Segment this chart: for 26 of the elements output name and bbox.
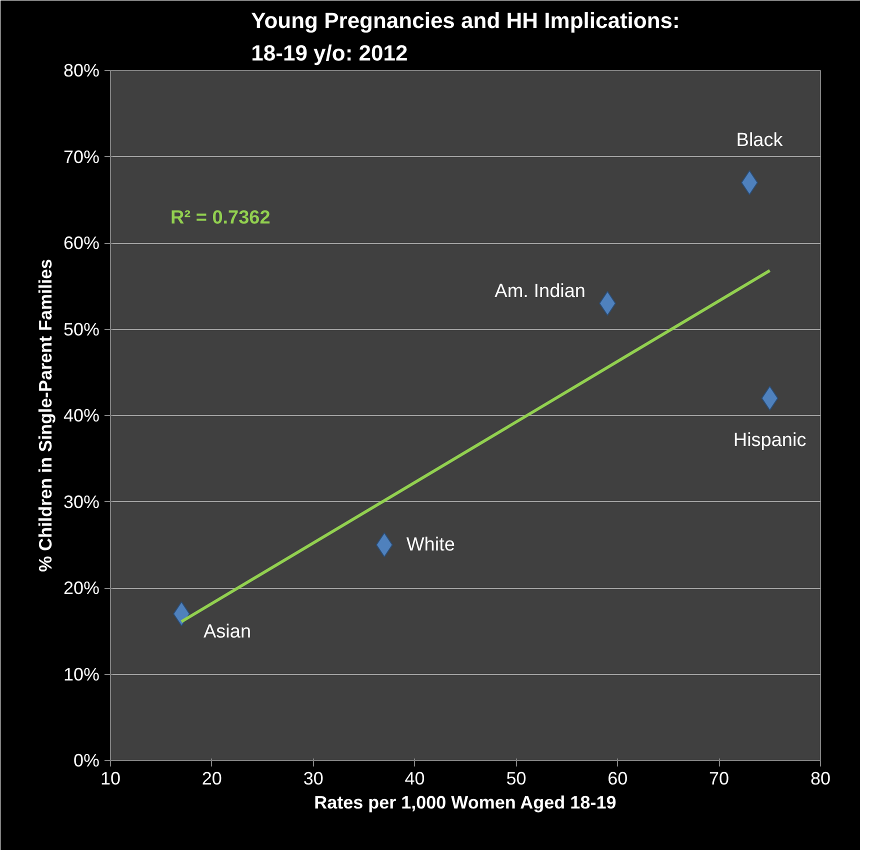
- y-tick-label: 0%: [73, 750, 100, 770]
- y-tick-label: 10%: [63, 664, 100, 684]
- y-axis-title: % Children in Single-Parent Families: [35, 258, 56, 572]
- x-axis-title: Rates per 1,000 Women Aged 18-19: [314, 792, 616, 812]
- y-tick-label: 70%: [63, 146, 100, 167]
- annotation: Am. Indian: [494, 280, 586, 302]
- annotation: R² = 0.7362: [170, 208, 270, 228]
- x-tick-label: 80: [810, 768, 831, 788]
- annotation: White: [406, 534, 455, 556]
- y-tick-label: 60%: [63, 233, 100, 253]
- x-tick-label: 40: [404, 768, 425, 788]
- annotation: Hispanic: [733, 430, 806, 451]
- x-tick-label: 50: [506, 768, 526, 788]
- annotation: Black: [736, 130, 784, 152]
- x-tick-label: 30: [303, 768, 324, 788]
- y-tick-label: 80%: [63, 60, 100, 80]
- x-tick-label: 70: [709, 768, 730, 788]
- y-tick-label: 30%: [63, 492, 100, 512]
- y-tick-label: 20%: [63, 578, 100, 598]
- x-tick-label: 60: [608, 768, 628, 788]
- x-tick-label: 20: [202, 768, 222, 788]
- y-tick-label: 50%: [63, 319, 100, 340]
- y-tick-label: 40%: [63, 406, 100, 426]
- chart-title: Young Pregnancies and HH Implications: 18-19 y/o: 2012: [251, 8, 680, 66]
- x-tick-label: 10: [100, 768, 121, 788]
- annotation: Asian: [204, 621, 252, 642]
